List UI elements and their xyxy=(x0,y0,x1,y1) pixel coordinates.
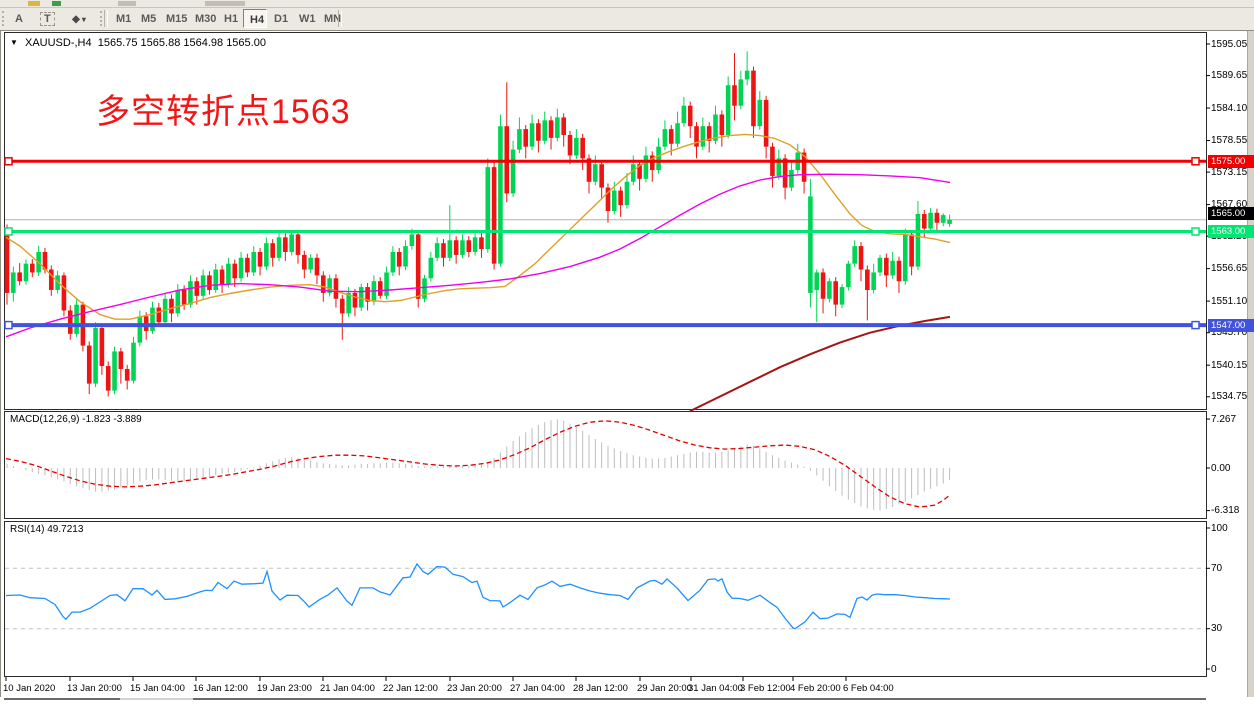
timeframe-button-mn[interactable]: MN xyxy=(318,9,342,28)
timeframe-button-h1[interactable]: H1 xyxy=(218,9,242,28)
timeframe-button-d1[interactable]: D1 xyxy=(268,9,292,28)
price-tick-label: 1595.05 xyxy=(1211,38,1248,50)
time-tick-label: 23 Jan 20:00 xyxy=(447,683,502,694)
rsi-label: RSI(14) 49.7213 xyxy=(10,524,84,535)
text-label-button[interactable]: T xyxy=(34,9,58,28)
price-tick-label: 1589.65 xyxy=(1211,70,1248,82)
timeframe-button-m15[interactable]: M15 xyxy=(160,9,188,28)
price-tick-label: 1578.55 xyxy=(1211,135,1248,147)
chevron-down-icon: ▾ xyxy=(81,15,86,24)
text-tool-icon: T xyxy=(40,12,55,26)
toolbar-drag-handle[interactable] xyxy=(100,11,105,26)
clipped-icon xyxy=(28,1,40,6)
rsi-tick-label: 0 xyxy=(1211,663,1217,675)
time-tick-label: 19 Jan 23:00 xyxy=(257,683,312,694)
bottom-line-segment xyxy=(193,698,1206,700)
toolbar-separator xyxy=(338,10,342,27)
timeframe-button-w1[interactable]: W1 xyxy=(293,9,317,28)
clipped-icon xyxy=(118,1,136,6)
clipped-icon xyxy=(52,1,61,6)
time-tick-label: 16 Jan 12:00 xyxy=(193,683,248,694)
arrow-style-icon: ◆ xyxy=(72,14,80,25)
window-left-border xyxy=(0,31,1,704)
price-tick-label: 1545.70 xyxy=(1211,327,1248,339)
price-tick-label: 1567.60 xyxy=(1211,199,1248,211)
toolbar-clipped-row xyxy=(0,0,1254,8)
chart-title: ▼ XAUUSD-,H4 1565.75 1565.88 1564.98 156… xyxy=(10,37,266,49)
time-tick-label: 15 Jan 04:00 xyxy=(130,683,185,694)
timeframe-button-m5[interactable]: M5 xyxy=(135,9,159,28)
price-badge: 1547.00 xyxy=(1208,318,1254,332)
macd-tick-label: -6.318 xyxy=(1211,505,1240,517)
time-tick-label: 31 Jan 04:00 xyxy=(688,683,743,694)
toolbar-row: A T ◆ ▾ M1 M5 M15 M30 H1 H4 D1 W1 MN xyxy=(0,7,1254,31)
bottom-line-segment xyxy=(120,698,193,700)
time-tick-label: 27 Jan 04:00 xyxy=(510,683,565,694)
price-badge: 1563.00 xyxy=(1208,224,1254,238)
time-tick-label: 28 Jan 12:00 xyxy=(573,683,628,694)
rsi-tick-label: 70 xyxy=(1211,562,1223,574)
right-edge-strip xyxy=(1247,31,1254,704)
time-tick-label: 21 Jan 04:00 xyxy=(320,683,375,694)
price-badge: 1565.00 xyxy=(1208,207,1254,221)
annotation-text[interactable]: 多空转折点1563 xyxy=(96,93,351,131)
time-tick-label: 13 Jan 20:00 xyxy=(67,683,122,694)
chart-symbol-period: XAUUSD-,H4 xyxy=(24,37,92,49)
rsi-tick-label: 30 xyxy=(1211,623,1223,635)
price-tick-label: 1556.65 xyxy=(1211,263,1248,275)
toolbar: A T ◆ ▾ M1 M5 M15 M30 H1 H4 D1 W1 MN xyxy=(0,0,1254,31)
timeframe-button-m1[interactable]: M1 xyxy=(110,9,134,28)
macd-panel[interactable] xyxy=(4,411,1207,519)
price-tick-label: 1551.10 xyxy=(1211,295,1248,307)
macd-tick-label: 0.00 xyxy=(1211,462,1231,474)
toolbar-drag-handle[interactable] xyxy=(2,11,7,26)
rsi-tick-label: 100 xyxy=(1211,522,1228,534)
time-tick-label: 29 Jan 20:00 xyxy=(637,683,692,694)
time-tick-label: 4 Feb 20:00 xyxy=(790,683,841,694)
rsi-panel[interactable] xyxy=(4,521,1207,677)
bottom-strip xyxy=(0,697,1254,704)
collapse-triangle-icon[interactable]: ▼ xyxy=(10,38,18,47)
toolbar-separator xyxy=(104,10,108,27)
price-tick-label: 1573.15 xyxy=(1211,166,1248,178)
arrow-label-button[interactable]: A xyxy=(8,9,30,28)
time-tick-label: 10 Jan 2020 xyxy=(3,683,56,694)
price-tick-label: 1584.10 xyxy=(1211,102,1248,114)
clipped-icon xyxy=(205,1,245,6)
chart-ohlc-values: 1565.75 1565.88 1564.98 1565.00 xyxy=(97,37,266,49)
time-tick-label: 3 Feb 12:00 xyxy=(740,683,791,694)
macd-label: MACD(12,26,9) -1.823 -3.889 xyxy=(10,414,142,425)
price-tick-label: 1534.75 xyxy=(1211,391,1248,403)
price-tick-label: 1540.15 xyxy=(1211,359,1248,371)
timeframe-button-h4[interactable]: H4 xyxy=(243,9,267,28)
macd-tick-label: 7.267 xyxy=(1211,413,1237,425)
arrow-style-dropdown-button[interactable]: ◆ ▾ xyxy=(62,9,96,28)
price-badge: 1575.00 xyxy=(1208,154,1254,168)
bottom-line-segment xyxy=(4,698,120,700)
time-tick-label: 22 Jan 12:00 xyxy=(383,683,438,694)
timeframe-button-m30[interactable]: M30 xyxy=(189,9,217,28)
time-tick-label: 6 Feb 04:00 xyxy=(843,683,894,694)
